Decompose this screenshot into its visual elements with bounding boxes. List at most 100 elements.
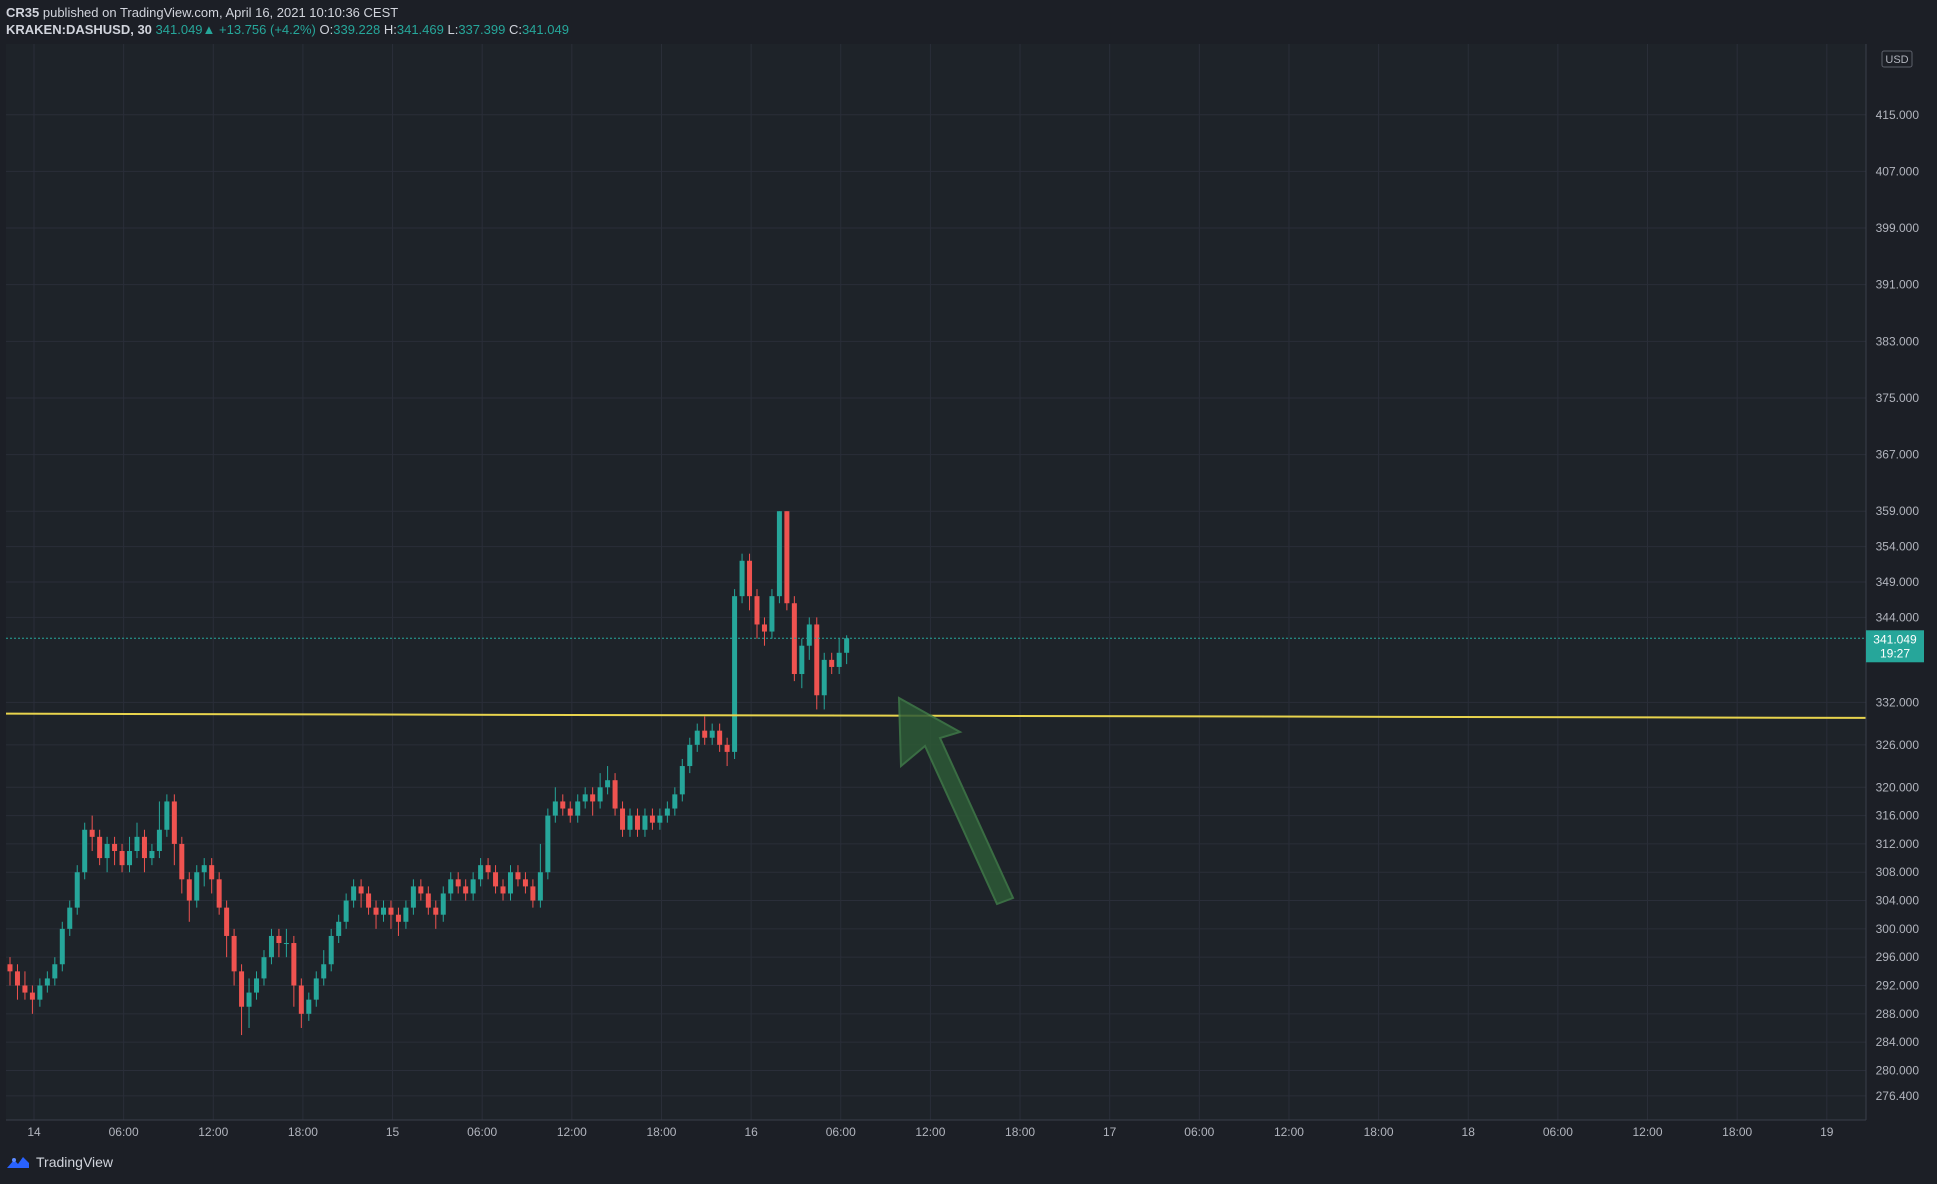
candle (149, 843, 155, 866)
y-tick-label: 344.000 (1876, 610, 1920, 624)
high-value: 341.469 (396, 22, 444, 37)
candle-body (694, 730, 700, 745)
high-label: H: (383, 22, 397, 37)
candle (366, 886, 372, 915)
candle-body (567, 808, 573, 816)
candle-body (537, 872, 543, 901)
x-tick-label: 12:00 (198, 1125, 228, 1139)
candle-body (97, 836, 103, 859)
candles (7, 511, 850, 1036)
candle-body (642, 815, 648, 830)
open-label: O: (319, 22, 334, 37)
candle (829, 652, 835, 675)
published-text: published on TradingView.com, April 16, … (39, 5, 399, 20)
candle (575, 794, 581, 823)
candle-body (806, 624, 812, 646)
candle (664, 801, 670, 823)
candle-body (164, 801, 170, 830)
candle (14, 964, 20, 1000)
x-tick-label: 18 (1462, 1125, 1476, 1139)
candle (806, 617, 812, 660)
brand-label[interactable]: TradingView (36, 1154, 114, 1170)
y-tick-label: 280.000 (1876, 1063, 1920, 1077)
candle-body (373, 907, 379, 915)
candle-body (425, 893, 431, 908)
candle (776, 511, 782, 604)
candle-body (687, 744, 693, 767)
candle (761, 617, 767, 646)
candle-body (814, 624, 820, 696)
candle-body (522, 879, 528, 887)
candle (455, 872, 461, 894)
candle (209, 858, 215, 894)
candle (814, 617, 820, 710)
currency-label: USD (1885, 54, 1908, 66)
candle (754, 589, 760, 639)
candle (836, 638, 842, 675)
candle (82, 822, 88, 880)
candle (373, 900, 379, 929)
candle (22, 971, 28, 1000)
candle-body (395, 914, 401, 922)
candle (321, 950, 327, 986)
candle (500, 879, 506, 901)
x-tick-label: 15 (386, 1125, 400, 1139)
candle-body (67, 907, 73, 929)
candle (799, 638, 805, 689)
tradingview-logo-icon[interactable] (6, 1154, 30, 1170)
candle (612, 773, 618, 816)
change-value: ▲ +13.756 (+4.2%) (202, 22, 316, 37)
y-tick-label: 415.000 (1876, 108, 1920, 122)
y-tick-label: 354.000 (1876, 540, 1920, 554)
candle-body (605, 780, 611, 788)
candle (336, 914, 342, 944)
candle (552, 787, 558, 823)
candle-body (358, 886, 364, 894)
candle (164, 794, 170, 837)
candle-body (254, 978, 260, 993)
candle-body (769, 596, 775, 632)
candle-body (440, 893, 446, 915)
y-tick-label: 326.000 (1876, 738, 1920, 752)
candle-body (7, 964, 13, 972)
symbol[interactable]: KRAKEN:DASHUSD, 30 (6, 22, 152, 37)
candle-body (470, 879, 476, 894)
candle (59, 921, 65, 972)
open-value: 339.228 (333, 22, 381, 37)
last-price-value: 341.049 (1873, 632, 1917, 646)
time-axis[interactable]: 14 06:00 12:00 18:00 15 06:00 12:00 18:00 16 06:0… (27, 1125, 1833, 1139)
candle-body (351, 886, 357, 901)
candle-body (127, 851, 133, 866)
candle (97, 829, 103, 866)
x-tick-label: 14 (27, 1125, 41, 1139)
author[interactable]: CR35 (6, 5, 40, 20)
last-value: 341.049 (155, 22, 203, 37)
candle-body (201, 865, 207, 873)
x-tick-label: 18:00 (1005, 1125, 1035, 1139)
candle (410, 879, 416, 915)
x-tick-label: 12:00 (1274, 1125, 1304, 1139)
candle-body (597, 787, 603, 802)
candle (104, 836, 110, 873)
candle-body (433, 907, 439, 915)
candle (747, 553, 753, 611)
price-axis[interactable]: 415.000 407.000 399.000 391.000 383.000 375.0… (1876, 108, 1920, 1103)
candle (597, 773, 603, 809)
y-tick-label: 367.000 (1876, 448, 1920, 462)
footer: TradingView (6, 1154, 113, 1170)
candle-body (560, 801, 566, 809)
candle (201, 858, 207, 887)
chart-header: CR35 published on TradingView.com, April… (6, 4, 569, 38)
candle-body (52, 964, 58, 979)
candle-body (679, 766, 685, 795)
candle (844, 635, 850, 665)
candle-body (493, 872, 499, 887)
candle-body (590, 794, 596, 802)
publish-line: CR35 published on TradingView.com, April… (6, 4, 569, 21)
y-tick-label: 296.000 (1876, 950, 1920, 964)
candle-body (246, 992, 252, 1007)
candle-body (343, 900, 349, 922)
candle (582, 787, 588, 809)
candle-body (545, 815, 551, 873)
